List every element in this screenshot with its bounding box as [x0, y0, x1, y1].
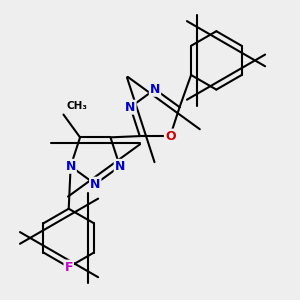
- Text: N: N: [125, 101, 136, 114]
- Text: N: N: [115, 160, 125, 173]
- Text: CH₃: CH₃: [66, 101, 87, 111]
- Text: N: N: [65, 160, 76, 173]
- Text: N: N: [90, 178, 101, 191]
- Text: O: O: [165, 130, 175, 142]
- Text: F: F: [64, 261, 73, 274]
- Text: N: N: [150, 83, 160, 96]
